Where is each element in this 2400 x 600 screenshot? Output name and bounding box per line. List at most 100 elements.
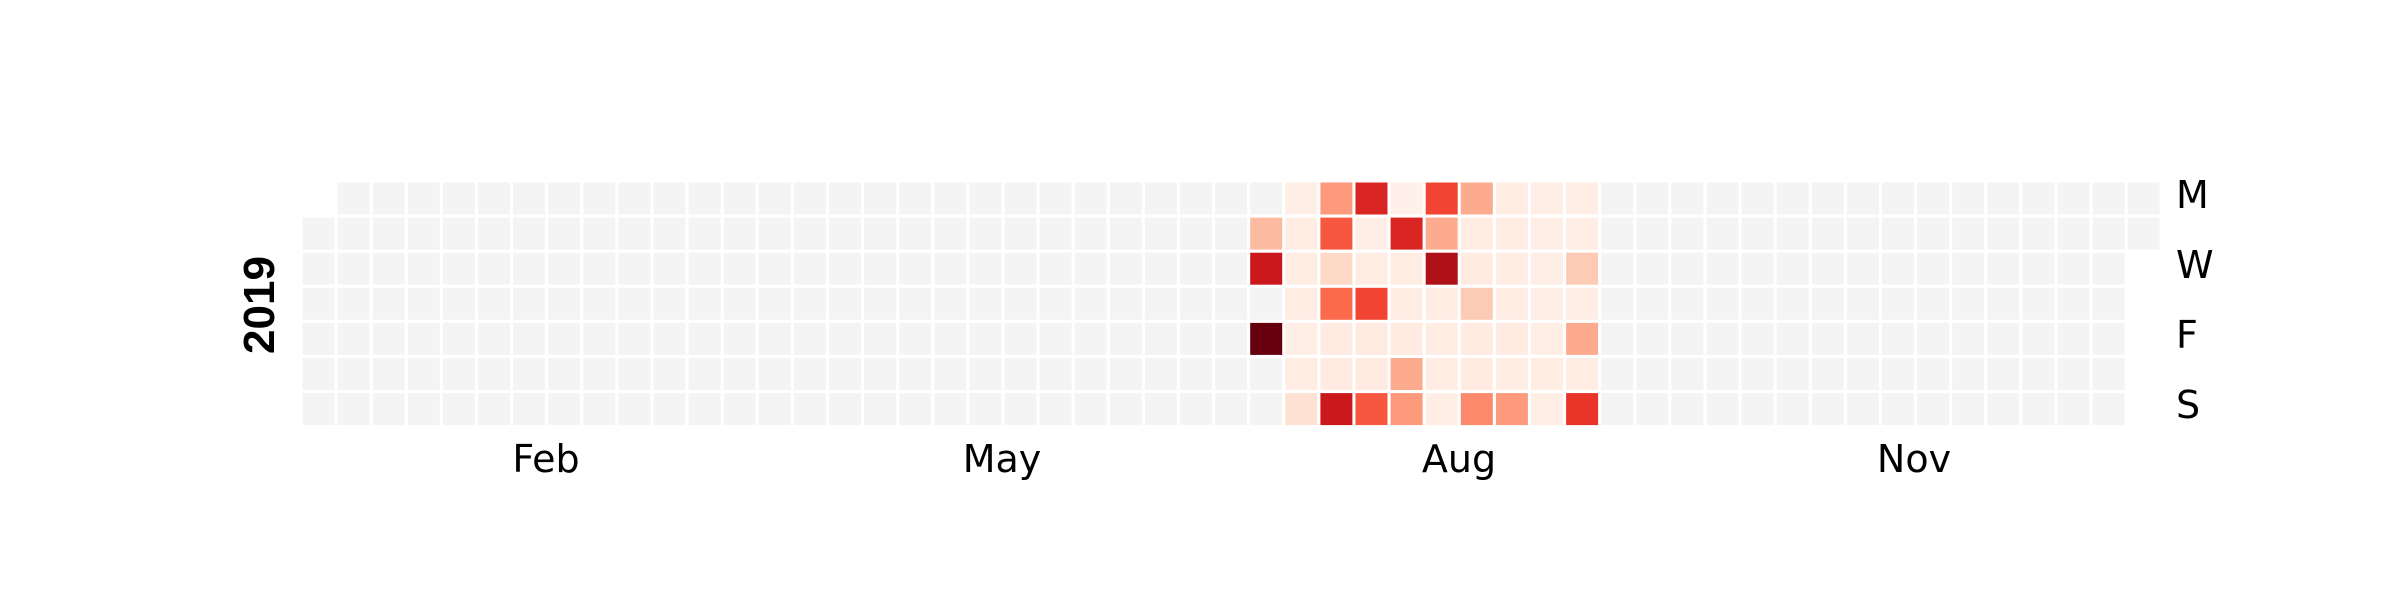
heatmap-cell (1074, 393, 1107, 426)
heatmap-cell (688, 217, 721, 250)
heatmap-cell (1004, 322, 1037, 355)
heatmap-cell (1250, 252, 1283, 285)
heatmap-cell (337, 287, 370, 320)
heatmap-cell (688, 358, 721, 390)
heatmap-cell (793, 322, 826, 355)
heatmap-cell (548, 252, 581, 285)
heatmap-cell (1846, 252, 1879, 285)
heatmap-cell (1180, 252, 1212, 285)
heatmap-cell (1706, 182, 1739, 215)
heatmap-cell (1425, 287, 1458, 320)
heatmap-cell (478, 217, 510, 250)
heatmap-cell (653, 393, 686, 426)
heatmap-cell (1952, 287, 1985, 320)
heatmap-cell (548, 287, 581, 320)
heatmap-cell (1109, 393, 1142, 426)
heatmap-cell (513, 358, 546, 390)
heatmap-cell (1460, 358, 1493, 390)
heatmap-cell (1601, 252, 1634, 285)
heatmap-cell (583, 287, 616, 320)
heatmap-cell (1355, 182, 1388, 215)
y-tick-labels: M W F S (2176, 173, 2214, 427)
heatmap-cell (1285, 182, 1318, 215)
heatmap-cell (969, 358, 1002, 390)
heatmap-cell (1320, 358, 1353, 390)
heatmap-cell (2022, 287, 2055, 320)
heatmap-cell (1215, 358, 1248, 390)
heatmap-cell (1390, 322, 1423, 355)
heatmap-cell (372, 182, 405, 215)
heatmap-cell (1706, 252, 1739, 285)
x-tick-label: Aug (1422, 437, 1496, 481)
heatmap-cell (1741, 217, 1774, 250)
y-tick-label: S (2176, 383, 2200, 427)
heatmap-cell (1355, 322, 1388, 355)
heatmap-cell (1706, 217, 1739, 250)
heatmap-cell (2092, 217, 2125, 250)
heatmap-cell (829, 217, 861, 250)
heatmap-cell (1811, 182, 1844, 215)
heatmap-cell (372, 322, 405, 355)
heatmap-cell (2022, 252, 2055, 285)
heatmap-cell (969, 252, 1002, 285)
heatmap-cell (583, 322, 616, 355)
heatmap-cell (899, 182, 932, 215)
heatmap-cell (1074, 287, 1107, 320)
heatmap-cell (2092, 393, 2125, 426)
heatmap-cell (478, 358, 510, 390)
heatmap-cell (372, 252, 405, 285)
x-tick-labels: Feb May Aug Nov (512, 437, 1951, 481)
heatmap-cell (758, 287, 791, 320)
heatmap-cell (1636, 393, 1669, 426)
heatmap-cell (1636, 182, 1669, 215)
heatmap-cell (1917, 287, 1950, 320)
heatmap-cell (1460, 393, 1493, 426)
heatmap-cell (793, 217, 826, 250)
heatmap-cell (1495, 217, 1528, 250)
heatmap-cell (302, 287, 335, 320)
heatmap-cell (1460, 217, 1493, 250)
heatmap-cell (1144, 252, 1177, 285)
heatmap-cell (1671, 217, 1704, 250)
heatmap-cell (337, 393, 370, 426)
heatmap-cell (1601, 393, 1634, 426)
heatmap-cell (442, 287, 475, 320)
heatmap-cell (1074, 322, 1107, 355)
heatmap-cell (1811, 358, 1844, 390)
heatmap-cell (1987, 287, 2020, 320)
heatmap-cell (1039, 252, 1072, 285)
heatmap-cell (1531, 358, 1563, 390)
heatmap-cell (1074, 217, 1107, 250)
heatmap-cell (723, 287, 756, 320)
heatmap-cell (618, 358, 651, 390)
heatmap-cell (1495, 182, 1528, 215)
heatmap-cell (2092, 287, 2125, 320)
heatmap-cell (1882, 358, 1914, 390)
heatmap-cell (829, 287, 861, 320)
heatmap-cell (337, 358, 370, 390)
heatmap-cell (1846, 393, 1879, 426)
y-tick-label: M (2176, 173, 2209, 217)
heatmap-cell (618, 393, 651, 426)
heatmap-cell (758, 322, 791, 355)
heatmap-cell (1811, 287, 1844, 320)
heatmap-cell (1390, 393, 1423, 426)
heatmap-cell (1566, 182, 1599, 215)
heatmap-cell (2057, 252, 2090, 285)
heatmap-cell (1285, 393, 1318, 426)
heatmap-cell (2022, 393, 2055, 426)
heatmap-cell (407, 287, 440, 320)
heatmap-cell (2057, 217, 2090, 250)
heatmap-cell (1952, 322, 1985, 355)
heatmap-cell (653, 322, 686, 355)
heatmap-cell (583, 182, 616, 215)
heatmap-cell (864, 217, 897, 250)
heatmap-cell (1109, 358, 1142, 390)
heatmap-cell (1425, 252, 1458, 285)
heatmap-cell (1706, 358, 1739, 390)
heatmap-cell (407, 182, 440, 215)
heatmap-cell (1320, 393, 1353, 426)
heatmap-cell (829, 182, 861, 215)
heatmap-cell (1952, 182, 1985, 215)
heatmap-cell (1776, 252, 1809, 285)
